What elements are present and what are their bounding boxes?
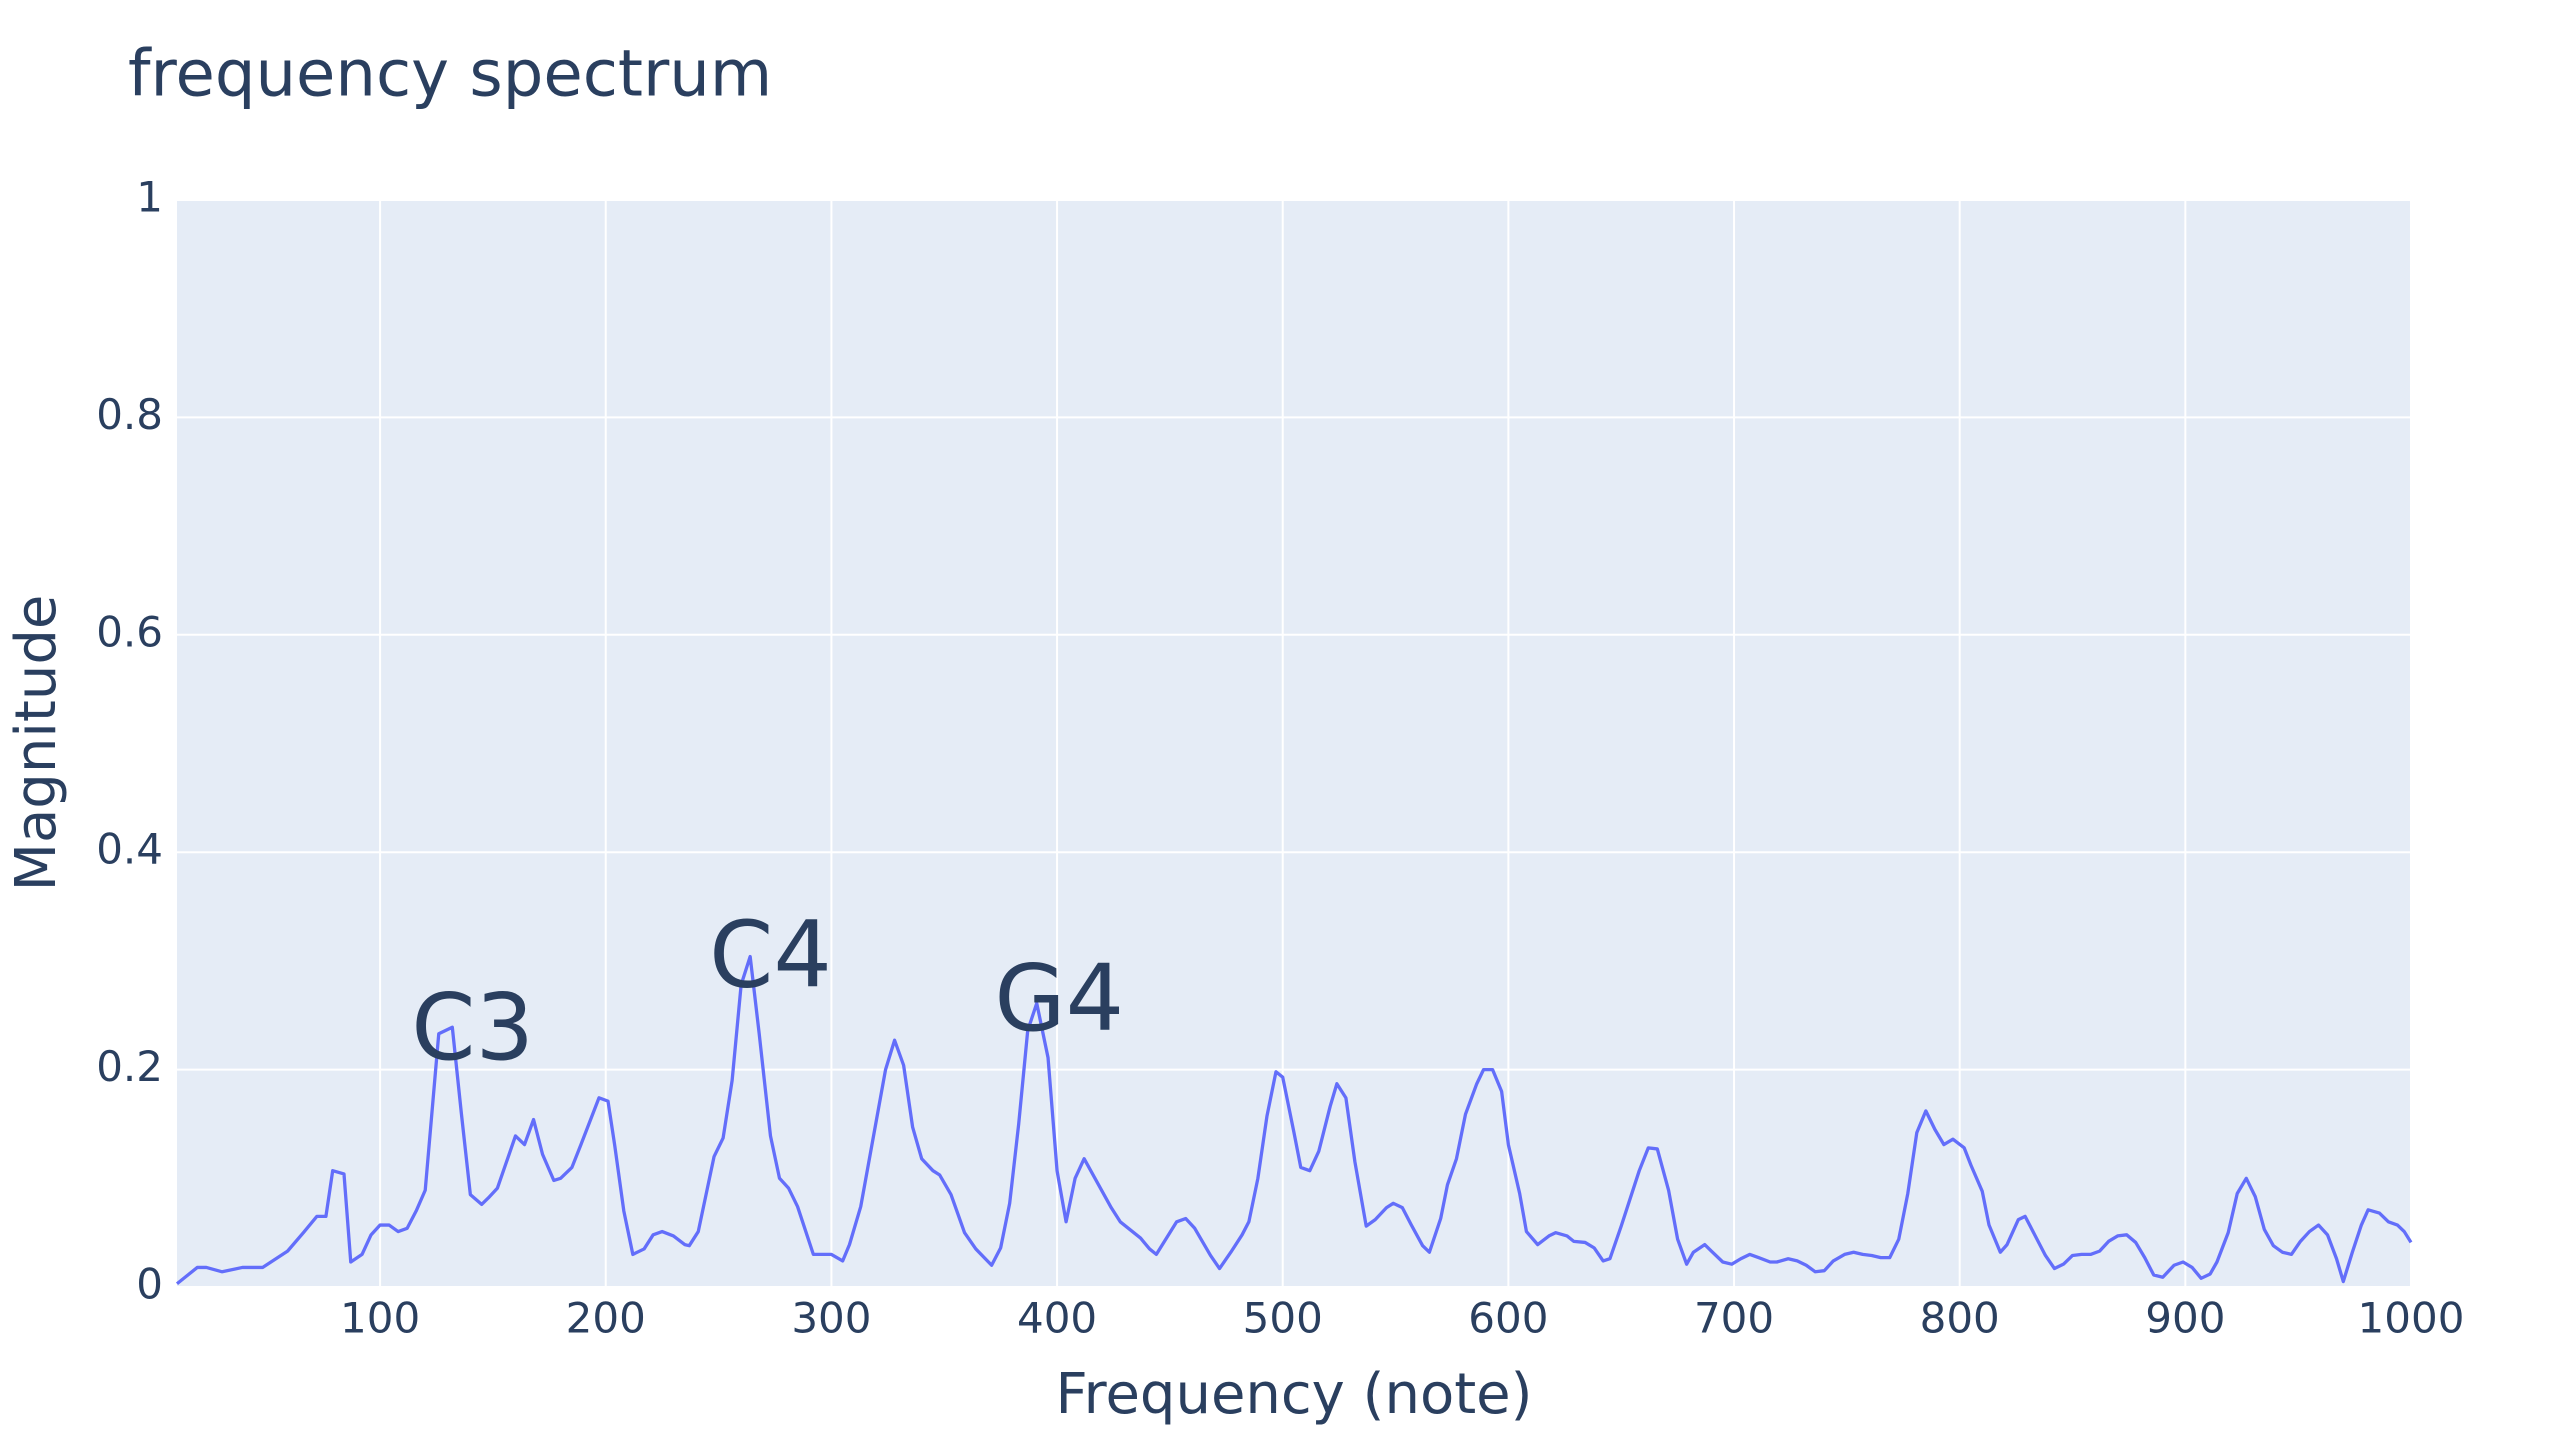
x-tick-label: 300 bbox=[791, 1294, 871, 1343]
y-axis-title: Magnitude bbox=[4, 595, 69, 892]
x-tick-label: 600 bbox=[1468, 1294, 1548, 1343]
y-tick-label: 1 bbox=[136, 173, 163, 222]
y-tick-label: 0.8 bbox=[96, 390, 163, 439]
x-tick-label: 1000 bbox=[2358, 1294, 2465, 1343]
x-tick-label: 800 bbox=[1920, 1294, 2000, 1343]
annotation: C4 bbox=[709, 901, 832, 1008]
annotation: C3 bbox=[411, 974, 534, 1081]
y-tick-label: 0 bbox=[136, 1260, 163, 1309]
x-tick-label: 400 bbox=[1017, 1294, 1097, 1343]
x-tick-label: 200 bbox=[566, 1294, 646, 1343]
chart-title: frequency spectrum bbox=[128, 38, 772, 112]
plot-background bbox=[177, 200, 2411, 1287]
y-tick-label: 0.4 bbox=[96, 825, 163, 874]
line-series bbox=[175, 954, 2413, 1286]
y-tick-label: 0.6 bbox=[96, 607, 163, 656]
x-axis-title: Frequency (note) bbox=[1056, 1362, 1533, 1427]
x-tick-label: 100 bbox=[340, 1294, 420, 1343]
annotation: G4 bbox=[994, 945, 1124, 1052]
grid bbox=[177, 199, 2412, 1288]
y-tick-label: 0.2 bbox=[96, 1042, 163, 1091]
x-tick-label: 700 bbox=[1694, 1294, 1774, 1343]
x-tick-label: 900 bbox=[2145, 1294, 2225, 1343]
x-tick-label: 500 bbox=[1243, 1294, 1323, 1343]
